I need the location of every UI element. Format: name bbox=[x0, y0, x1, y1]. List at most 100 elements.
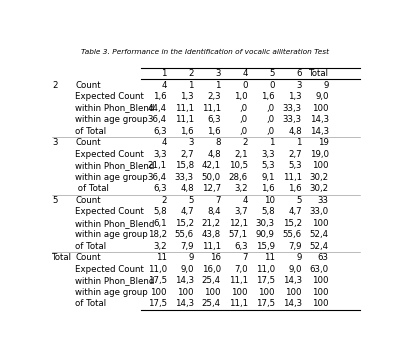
Text: Count: Count bbox=[76, 138, 101, 147]
Text: of Total: of Total bbox=[76, 184, 109, 193]
Text: 1,3: 1,3 bbox=[288, 92, 302, 101]
Text: 4,7: 4,7 bbox=[180, 207, 194, 216]
Text: 11,0: 11,0 bbox=[148, 265, 167, 274]
Text: 100: 100 bbox=[150, 288, 167, 297]
Text: 17,5: 17,5 bbox=[148, 299, 167, 309]
Text: 15,8: 15,8 bbox=[175, 161, 194, 170]
Text: 5,3: 5,3 bbox=[288, 161, 302, 170]
Text: 57,1: 57,1 bbox=[229, 230, 248, 239]
Text: 18,2: 18,2 bbox=[148, 230, 167, 239]
Text: 2,1: 2,1 bbox=[234, 150, 248, 159]
Text: ,0: ,0 bbox=[240, 104, 248, 113]
Text: 33,0: 33,0 bbox=[310, 207, 329, 216]
Text: 7: 7 bbox=[242, 253, 248, 262]
Text: 19: 19 bbox=[318, 138, 329, 147]
Text: 100: 100 bbox=[312, 219, 329, 228]
Text: 7,0: 7,0 bbox=[234, 265, 248, 274]
Text: 11,1: 11,1 bbox=[282, 173, 302, 182]
Text: Expected Count: Expected Count bbox=[76, 92, 144, 101]
Text: 4: 4 bbox=[161, 138, 167, 147]
Text: 100: 100 bbox=[231, 288, 248, 297]
Text: within Phon_Blend: within Phon_Blend bbox=[76, 161, 155, 170]
Text: 15,9: 15,9 bbox=[256, 242, 275, 251]
Text: 100: 100 bbox=[177, 288, 194, 297]
Text: 9,0: 9,0 bbox=[315, 92, 329, 101]
Text: 11,1: 11,1 bbox=[229, 276, 248, 285]
Text: 9: 9 bbox=[323, 81, 329, 90]
Text: 33,3: 33,3 bbox=[175, 173, 194, 182]
Text: 0: 0 bbox=[242, 81, 248, 90]
Text: Table 3. Performance in the Identification of vocalic alliteration Test: Table 3. Performance in the Identificati… bbox=[81, 49, 329, 55]
Text: ,0: ,0 bbox=[240, 115, 248, 124]
Text: 100: 100 bbox=[312, 288, 329, 297]
Text: 15,2: 15,2 bbox=[282, 219, 302, 228]
Text: 11,1: 11,1 bbox=[175, 104, 194, 113]
Text: 2: 2 bbox=[161, 196, 167, 205]
Text: 3: 3 bbox=[52, 138, 58, 147]
Text: within age group: within age group bbox=[76, 288, 148, 297]
Text: 30,2: 30,2 bbox=[310, 184, 329, 193]
Text: 21,1: 21,1 bbox=[148, 161, 167, 170]
Text: 1,6: 1,6 bbox=[153, 92, 167, 101]
Text: 17,5: 17,5 bbox=[256, 299, 275, 309]
Text: 17,5: 17,5 bbox=[148, 276, 167, 285]
Text: 4,7: 4,7 bbox=[288, 207, 302, 216]
Text: 19,0: 19,0 bbox=[310, 150, 329, 159]
Text: within age group: within age group bbox=[76, 115, 148, 124]
Text: 11,1: 11,1 bbox=[175, 115, 194, 124]
Text: 14,3: 14,3 bbox=[310, 115, 329, 124]
Text: 100: 100 bbox=[258, 288, 275, 297]
Text: 44,4: 44,4 bbox=[148, 104, 167, 113]
Text: 1: 1 bbox=[215, 81, 221, 90]
Text: Expected Count: Expected Count bbox=[76, 150, 144, 159]
Text: 3,3: 3,3 bbox=[153, 150, 167, 159]
Text: 11,1: 11,1 bbox=[202, 104, 221, 113]
Text: 14,3: 14,3 bbox=[282, 299, 302, 309]
Text: 1: 1 bbox=[161, 69, 167, 78]
Text: 100: 100 bbox=[312, 299, 329, 309]
Text: 4: 4 bbox=[161, 81, 167, 90]
Text: within Phon_Blend: within Phon_Blend bbox=[76, 104, 155, 113]
Text: Count: Count bbox=[76, 196, 101, 205]
Text: 2,7: 2,7 bbox=[180, 150, 194, 159]
Text: 55,6: 55,6 bbox=[175, 230, 194, 239]
Text: 1,6: 1,6 bbox=[180, 127, 194, 135]
Text: within age group: within age group bbox=[76, 173, 148, 182]
Text: 55,6: 55,6 bbox=[282, 230, 302, 239]
Text: within Phon_Blend: within Phon_Blend bbox=[76, 219, 155, 228]
Text: 52,4: 52,4 bbox=[310, 230, 329, 239]
Text: 5: 5 bbox=[296, 196, 302, 205]
Text: 10: 10 bbox=[264, 196, 275, 205]
Text: 2,7: 2,7 bbox=[288, 150, 302, 159]
Text: 8: 8 bbox=[215, 138, 221, 147]
Text: 100: 100 bbox=[312, 276, 329, 285]
Text: 14,3: 14,3 bbox=[175, 299, 194, 309]
Text: within age group: within age group bbox=[76, 230, 148, 239]
Text: within Phon_Blend: within Phon_Blend bbox=[76, 276, 155, 285]
Text: 11,0: 11,0 bbox=[256, 265, 275, 274]
Text: 7,9: 7,9 bbox=[180, 242, 194, 251]
Text: 25,4: 25,4 bbox=[202, 299, 221, 309]
Text: 1,6: 1,6 bbox=[288, 184, 302, 193]
Text: 3,7: 3,7 bbox=[234, 207, 248, 216]
Text: 3,2: 3,2 bbox=[234, 184, 248, 193]
Text: 52,4: 52,4 bbox=[310, 242, 329, 251]
Text: Expected Count: Expected Count bbox=[76, 265, 144, 274]
Text: 3: 3 bbox=[296, 81, 302, 90]
Text: 1: 1 bbox=[296, 138, 302, 147]
Text: 1: 1 bbox=[269, 138, 275, 147]
Text: 8,4: 8,4 bbox=[207, 207, 221, 216]
Text: 9,0: 9,0 bbox=[288, 265, 302, 274]
Text: 28,6: 28,6 bbox=[229, 173, 248, 182]
Text: 3: 3 bbox=[188, 138, 194, 147]
Text: 90,9: 90,9 bbox=[256, 230, 275, 239]
Text: 100: 100 bbox=[204, 288, 221, 297]
Text: 2: 2 bbox=[242, 138, 248, 147]
Text: 100: 100 bbox=[285, 288, 302, 297]
Text: of Total: of Total bbox=[76, 242, 106, 251]
Text: 5: 5 bbox=[188, 196, 194, 205]
Text: Total: Total bbox=[309, 69, 329, 78]
Text: 4: 4 bbox=[242, 196, 248, 205]
Text: 33: 33 bbox=[318, 196, 329, 205]
Text: 6,3: 6,3 bbox=[153, 127, 167, 135]
